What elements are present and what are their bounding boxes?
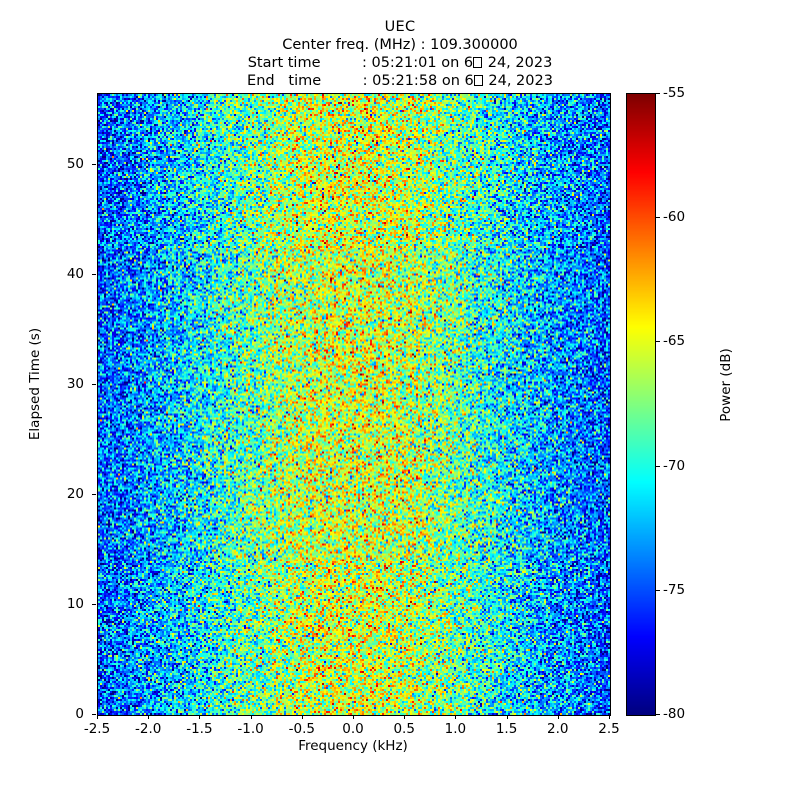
x-axis-label: Frequency (kHz) xyxy=(298,738,408,754)
x-tick-mark xyxy=(148,715,150,719)
colorbar-gradient xyxy=(627,94,655,715)
colorbar-tick-mark xyxy=(656,714,660,715)
x-tick-label: 1.0 xyxy=(444,721,467,737)
x-tick-label: -1.0 xyxy=(237,721,264,737)
x-tick-mark xyxy=(506,715,508,719)
y-tick-mark xyxy=(92,164,96,166)
x-tick-mark xyxy=(97,715,98,719)
x-tick-label: -0.5 xyxy=(288,721,315,737)
x-tick-label: 0.5 xyxy=(393,721,415,737)
colorbar-tick-mark xyxy=(656,589,660,591)
y-tick-mark xyxy=(92,384,96,386)
colorbar-tick-mark xyxy=(656,217,660,219)
missing-glyph-icon xyxy=(473,57,483,68)
x-tick-label: 2.5 xyxy=(598,721,620,737)
y-tick-mark xyxy=(92,714,96,715)
plot-title-block: UEC Center freq. (MHz) : 109.300000 Star… xyxy=(0,18,800,90)
spectrogram-image xyxy=(98,94,610,715)
start-time-prefix: Start time : 05:21:01 on 6 xyxy=(247,55,474,71)
x-tick-label: -2.5 xyxy=(83,721,111,737)
missing-glyph-icon xyxy=(473,75,483,86)
spectrogram-plot-area xyxy=(97,93,611,716)
x-tick-mark xyxy=(301,715,303,719)
title-line-station: UEC xyxy=(384,19,416,35)
end-time-prefix: End time : 05:21:58 on 6 xyxy=(247,73,474,89)
x-tick-mark xyxy=(455,715,457,719)
colorbar-tick-label: -65 xyxy=(663,333,686,350)
title-line-center-freq: Center freq. (MHz) : 109.300000 xyxy=(282,37,518,53)
y-tick-label: 10 xyxy=(66,596,84,613)
x-tick-label: 2.0 xyxy=(547,721,569,737)
title-line-start-time: Start time : 05:21:01 on 6 24, 2023 xyxy=(0,54,800,72)
x-tick-mark xyxy=(609,715,610,719)
start-time-suffix: 24, 2023 xyxy=(483,55,553,71)
x-tick-mark xyxy=(353,715,354,719)
colorbar-tick-label: -75 xyxy=(663,581,686,598)
end-time-suffix: 24, 2023 xyxy=(483,73,553,89)
y-tick-mark xyxy=(92,274,96,276)
colorbar-tick-mark xyxy=(656,341,660,343)
x-tick-mark xyxy=(557,715,559,719)
x-tick-mark xyxy=(250,715,252,719)
x-tick-mark xyxy=(199,715,201,719)
y-axis-label: Elapsed Time (s) xyxy=(27,327,43,441)
y-tick-mark xyxy=(92,604,96,606)
y-tick-label: 20 xyxy=(66,486,84,503)
colorbar-label: Power (dB) xyxy=(718,348,734,422)
colorbar xyxy=(626,93,656,716)
x-tick-label: -1.5 xyxy=(186,721,213,737)
x-tick-label: 1.5 xyxy=(495,721,518,737)
colorbar-tick-mark xyxy=(656,93,660,94)
y-tick-label: 50 xyxy=(66,156,84,173)
colorbar-tick-mark xyxy=(656,465,660,467)
colorbar-tick-label: -60 xyxy=(663,209,686,226)
x-tick-label: -2.0 xyxy=(135,721,162,737)
x-tick-label: 0.0 xyxy=(342,721,364,737)
y-tick-label: 30 xyxy=(66,376,84,393)
y-tick-label: 40 xyxy=(66,266,84,283)
y-tick-mark xyxy=(92,494,96,496)
colorbar-tick-label: -80 xyxy=(663,706,686,722)
colorbar-tick-label: -70 xyxy=(663,457,686,474)
colorbar-tick-label: -55 xyxy=(663,85,686,101)
x-tick-mark xyxy=(404,715,406,719)
title-line-end-time: End time : 05:21:58 on 6 24, 2023 xyxy=(0,72,800,90)
y-tick-label: 0 xyxy=(75,706,84,722)
